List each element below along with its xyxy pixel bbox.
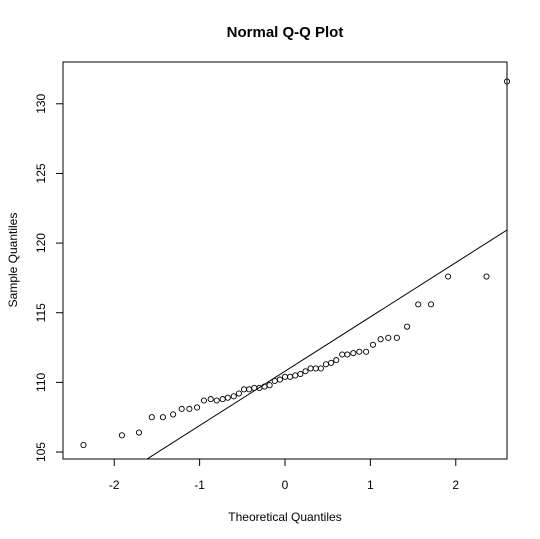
x-axis: -2 -1 0 1 2 <box>109 459 459 492</box>
chart-title: Normal Q-Q Plot <box>227 24 344 41</box>
y-tick-label: 110 <box>34 372 48 391</box>
data-point <box>178 405 185 412</box>
x-axis-label: Theoretical Quantiles <box>228 510 341 524</box>
data-point <box>266 382 273 389</box>
reference-line-group <box>146 229 507 459</box>
data-point <box>297 370 304 378</box>
data-point <box>307 365 314 372</box>
data-point <box>503 78 511 85</box>
data-point <box>118 432 125 439</box>
y-tick-label: 105 <box>34 442 48 462</box>
data-point <box>148 414 155 421</box>
data-point <box>281 373 289 380</box>
data-point <box>483 273 490 280</box>
data-point <box>213 397 220 404</box>
data-point <box>240 386 248 393</box>
data-point <box>393 334 400 341</box>
data-point <box>219 396 226 403</box>
data-point <box>292 372 299 379</box>
data-point <box>235 390 242 397</box>
y-tick-label: 120 <box>34 233 48 253</box>
plot-frame <box>62 61 508 460</box>
data-point <box>224 394 231 401</box>
y-tick-label: 130 <box>34 93 48 113</box>
y-tick-label: 115 <box>34 303 48 322</box>
y-axis-label: Sample Quantiles <box>6 213 20 308</box>
data-point <box>322 361 330 368</box>
x-tick-label: 0 <box>282 478 289 492</box>
data-point <box>194 404 201 411</box>
x-tick-label: 1 <box>367 478 374 492</box>
data-point <box>404 323 411 330</box>
data-point <box>170 411 177 418</box>
data-point <box>246 386 253 393</box>
data-point <box>230 393 237 400</box>
data-point <box>356 348 363 355</box>
data-point <box>135 429 143 436</box>
data-point <box>377 336 384 343</box>
data-point <box>186 405 193 412</box>
data-point <box>328 359 335 366</box>
data-point <box>350 350 357 357</box>
data-point <box>207 396 214 403</box>
x-tick-label: -1 <box>194 478 205 492</box>
y-axis: 105 110 115 120 125 130 <box>34 93 63 462</box>
data-point <box>333 357 340 364</box>
data-point <box>415 301 422 308</box>
data-point <box>445 273 452 280</box>
data-point <box>271 377 278 385</box>
data-points <box>80 78 511 449</box>
data-point <box>302 368 309 375</box>
data-point <box>427 301 435 308</box>
data-point <box>80 442 87 449</box>
qq-reference-line <box>146 229 507 459</box>
data-point <box>344 351 351 358</box>
data-point <box>317 365 324 372</box>
y-tick-label: 125 <box>34 163 48 183</box>
x-tick-label: 2 <box>452 478 459 492</box>
data-point <box>200 397 207 404</box>
x-tick-label: -2 <box>109 478 120 492</box>
data-point <box>312 365 319 372</box>
data-point <box>159 414 166 421</box>
data-point <box>385 334 392 341</box>
data-point <box>287 373 294 380</box>
data-point <box>276 376 283 383</box>
data-point <box>339 351 346 358</box>
data-point <box>363 348 370 355</box>
data-point <box>251 384 258 392</box>
data-point <box>369 341 376 348</box>
